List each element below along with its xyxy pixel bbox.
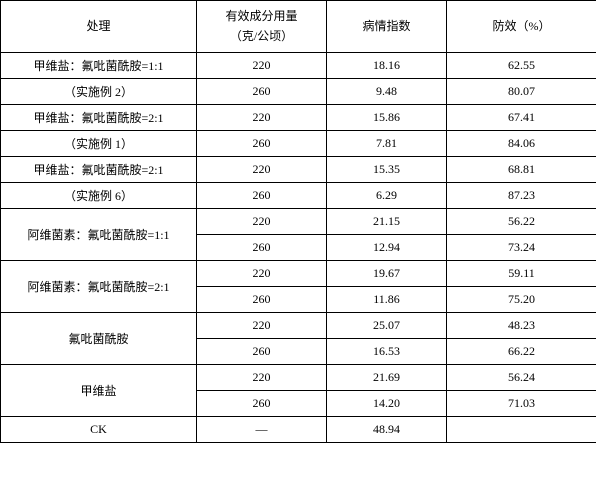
dose-cell: 220	[197, 261, 327, 287]
header-treatment: 处理	[1, 1, 197, 53]
effect-cell: 73.24	[447, 235, 596, 261]
treatment-cell-line1: 甲维盐：氟吡菌酰胺=2:1	[1, 105, 197, 131]
effect-cell: 48.23	[447, 313, 596, 339]
header-dose: 有效成分用量 （克/公顷）	[197, 1, 327, 53]
effect-cell: 62.55	[447, 53, 596, 79]
index-cell: 12.94	[327, 235, 447, 261]
effect-cell: 67.41	[447, 105, 596, 131]
dose-cell: 260	[197, 235, 327, 261]
table-row: 甲维盐 220 21.69 56.24	[1, 365, 596, 391]
index-cell: 21.69	[327, 365, 447, 391]
treatment-cell: 氟吡菌酰胺	[1, 313, 197, 365]
treatment-cell-line2: （实施例 2）	[1, 79, 197, 105]
treatment-cell-line1: 甲维盐：氟吡菌酰胺=1:1	[1, 53, 197, 79]
table-row: 甲维盐：氟吡菌酰胺=1:1 220 18.16 62.55	[1, 53, 596, 79]
effect-cell: 56.24	[447, 365, 596, 391]
treatment-cell-line2: （实施例 6）	[1, 183, 197, 209]
header-effect: 防效（%）	[447, 1, 596, 53]
index-cell: 19.67	[327, 261, 447, 287]
dose-cell: 260	[197, 183, 327, 209]
table-row: 阿维菌素：氟吡菌酰胺=1:1 220 21.15 56.22	[1, 209, 596, 235]
dose-cell: 260	[197, 79, 327, 105]
table-row: （实施例 2） 260 9.48 80.07	[1, 79, 596, 105]
effect-cell: 87.23	[447, 183, 596, 209]
index-cell: 6.29	[327, 183, 447, 209]
table-row: 甲维盐：氟吡菌酰胺=2:1 220 15.86 67.41	[1, 105, 596, 131]
dose-cell: 260	[197, 131, 327, 157]
index-cell: 9.48	[327, 79, 447, 105]
treatment-cell: 甲维盐	[1, 365, 197, 417]
dose-cell: 220	[197, 313, 327, 339]
treatment-cell: 阿维菌素：氟吡菌酰胺=1:1	[1, 209, 197, 261]
ck-dose: —	[197, 417, 327, 443]
index-cell: 7.81	[327, 131, 447, 157]
ck-effect	[447, 417, 596, 443]
effect-cell: 80.07	[447, 79, 596, 105]
effect-cell: 59.11	[447, 261, 596, 287]
effect-cell: 56.22	[447, 209, 596, 235]
ck-label: CK	[1, 417, 197, 443]
table-row: 阿维菌素：氟吡菌酰胺=2:1 220 19.67 59.11	[1, 261, 596, 287]
effect-cell: 71.03	[447, 391, 596, 417]
dose-cell: 260	[197, 339, 327, 365]
table-row: （实施例 1） 260 7.81 84.06	[1, 131, 596, 157]
header-dose-line2: （克/公顷）	[230, 29, 293, 43]
index-cell: 16.53	[327, 339, 447, 365]
header-dose-line1: 有效成分用量	[225, 9, 297, 23]
header-index: 病情指数	[327, 1, 447, 53]
dose-cell: 260	[197, 391, 327, 417]
effect-cell: 84.06	[447, 131, 596, 157]
index-cell: 25.07	[327, 313, 447, 339]
treatment-cell-line2: （实施例 1）	[1, 131, 197, 157]
treatment-cell-line1: 甲维盐：氟吡菌酰胺=2:1	[1, 157, 197, 183]
index-cell: 14.20	[327, 391, 447, 417]
dose-cell: 220	[197, 157, 327, 183]
data-table: 处理 有效成分用量 （克/公顷） 病情指数 防效（%） 甲维盐：氟吡菌酰胺=1:…	[0, 0, 596, 443]
effect-cell: 68.81	[447, 157, 596, 183]
index-cell: 21.15	[327, 209, 447, 235]
table-row: 氟吡菌酰胺 220 25.07 48.23	[1, 313, 596, 339]
effect-cell: 75.20	[447, 287, 596, 313]
index-cell: 15.86	[327, 105, 447, 131]
ck-index: 48.94	[327, 417, 447, 443]
dose-cell: 260	[197, 287, 327, 313]
effect-cell: 66.22	[447, 339, 596, 365]
dose-cell: 220	[197, 365, 327, 391]
index-cell: 11.86	[327, 287, 447, 313]
table-row: 甲维盐：氟吡菌酰胺=2:1 220 15.35 68.81	[1, 157, 596, 183]
index-cell: 18.16	[327, 53, 447, 79]
dose-cell: 220	[197, 105, 327, 131]
table-header-row: 处理 有效成分用量 （克/公顷） 病情指数 防效（%）	[1, 1, 596, 53]
index-cell: 15.35	[327, 157, 447, 183]
dose-cell: 220	[197, 53, 327, 79]
table-row: （实施例 6） 260 6.29 87.23	[1, 183, 596, 209]
treatment-cell: 阿维菌素：氟吡菌酰胺=2:1	[1, 261, 197, 313]
table-row-ck: CK — 48.94	[1, 417, 596, 443]
dose-cell: 220	[197, 209, 327, 235]
